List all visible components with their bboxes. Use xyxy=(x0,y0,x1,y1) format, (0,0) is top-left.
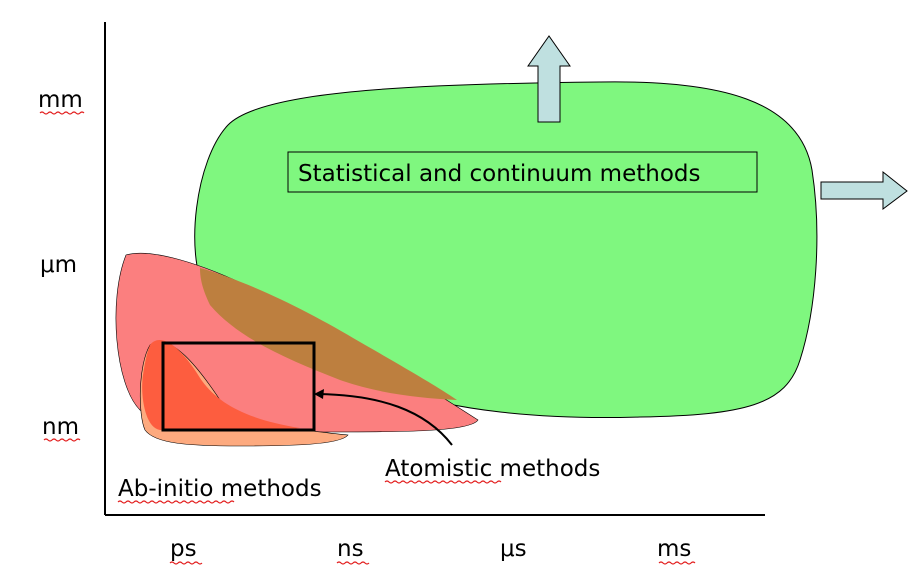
x-tick-ns-underline xyxy=(336,561,370,565)
y-tick-nm-underline xyxy=(43,438,81,442)
highlight-box xyxy=(161,341,316,432)
right-arrow-icon xyxy=(820,170,908,210)
y-tick-um: μm xyxy=(40,252,77,278)
atomistic-label: Atomistic methods xyxy=(385,456,600,482)
x-tick-ns: ns xyxy=(337,536,364,562)
y-tick-mm-underline xyxy=(39,111,85,115)
statistical-label-box xyxy=(287,151,758,193)
up-arrow-icon xyxy=(527,35,571,123)
abinitio-underline xyxy=(117,500,235,504)
statistical-label: Statistical and continuum methods xyxy=(298,161,701,187)
atomistic-underline xyxy=(384,480,502,484)
pointer-arrowhead xyxy=(314,389,324,399)
x-tick-ms: ms xyxy=(657,536,691,562)
overlap-region xyxy=(200,268,457,400)
abinitio-core-region xyxy=(142,340,300,432)
x-tick-ps: ps xyxy=(170,536,197,562)
y-tick-nm: nm xyxy=(42,414,79,440)
x-tick-us: μs xyxy=(500,536,527,562)
abinitio-label: Ab-initio methods xyxy=(118,476,322,502)
pointer-arrow-line xyxy=(317,393,453,446)
x-tick-ms-underline xyxy=(658,561,696,565)
x-tick-ps-underline xyxy=(169,561,203,565)
y-tick-mm: mm xyxy=(38,87,83,113)
